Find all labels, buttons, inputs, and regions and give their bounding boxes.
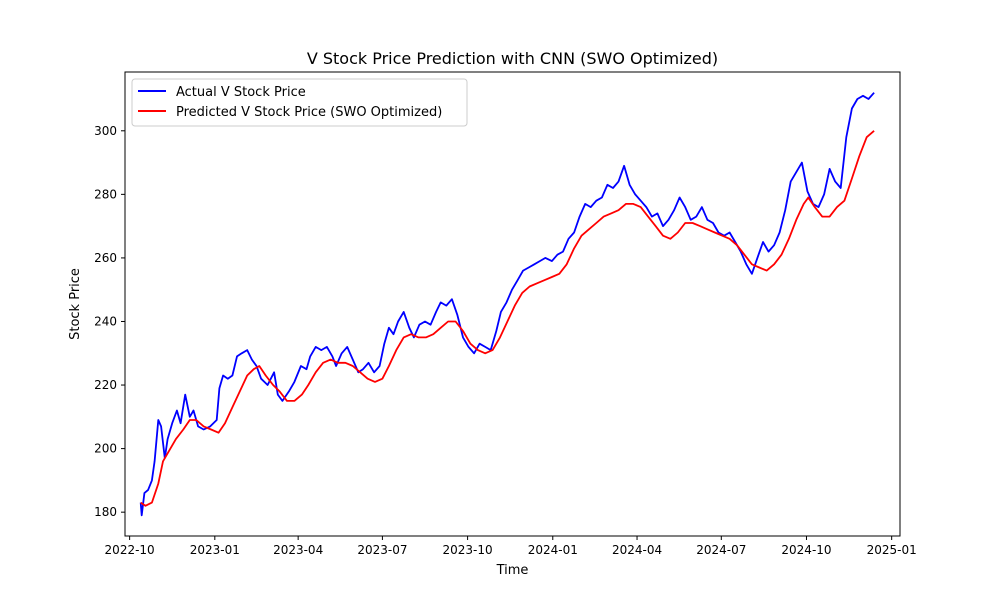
x-axis-ticks: 2022-10 2023-01 2023-04 2023-07 2023-10 2024-… <box>105 536 917 557</box>
plot-area <box>139 92 875 517</box>
x-tick-label: 2023-01 <box>190 543 240 557</box>
x-tick-label: 2023-07 <box>357 543 407 557</box>
legend-box <box>131 78 468 127</box>
y-tick-label: 200 <box>94 442 117 456</box>
x-tick-label: 2022-10 <box>105 543 155 557</box>
x-tick-label: 2023-04 <box>273 543 323 557</box>
series-line-predicted <box>140 130 875 507</box>
y-tick-label: 300 <box>94 124 117 138</box>
x-tick-label: 2025-01 <box>867 543 917 557</box>
legend: Actual V Stock Price Predicted V Stock P… <box>131 78 468 127</box>
legend-label-predicted: Predicted V Stock Price (SWO Optimized) <box>176 105 442 120</box>
x-tick-label: 2024-07 <box>696 543 746 557</box>
y-tick-label: 220 <box>94 378 117 392</box>
y-tick-label: 240 <box>94 314 117 328</box>
legend-label-actual: Actual V Stock Price <box>176 85 306 100</box>
y-axis-label: Stock Price <box>68 268 83 340</box>
series-line-actual <box>139 92 875 517</box>
x-tick-label: 2024-04 <box>612 543 662 557</box>
y-tick-label: 280 <box>94 187 117 201</box>
chart-title: V Stock Price Prediction with CNN (SWO O… <box>307 49 718 68</box>
x-axis-label: Time <box>496 563 529 578</box>
x-tick-label: 2023-10 <box>443 543 493 557</box>
x-tick-label: 2024-01 <box>528 543 578 557</box>
y-tick-label: 180 <box>94 505 117 519</box>
y-axis-ticks: 180 200 220 240 260 280 300 <box>94 124 125 519</box>
x-tick-label: 2024-10 <box>781 543 831 557</box>
y-tick-label: 260 <box>94 251 117 265</box>
plot-frame <box>124 71 901 537</box>
